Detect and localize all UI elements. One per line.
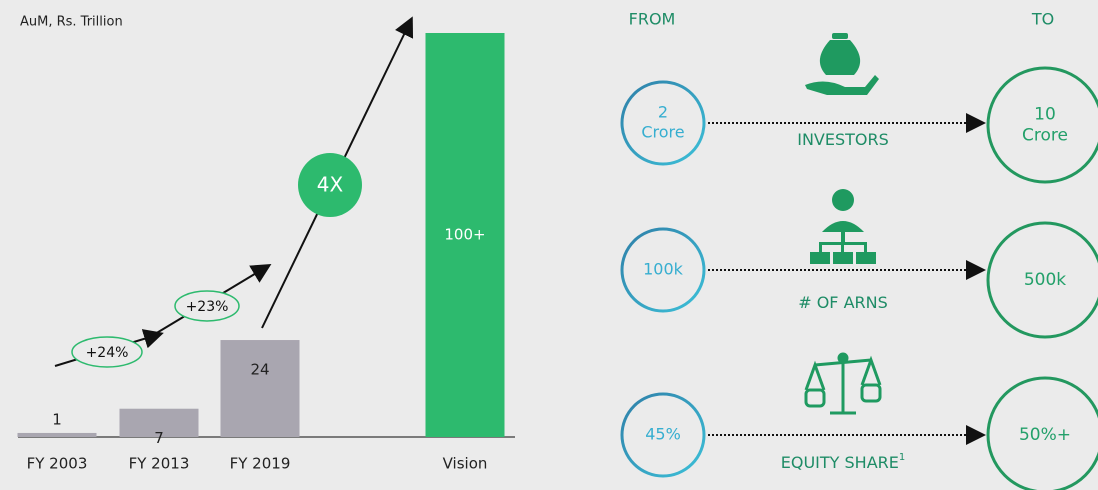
superscript: 1: [899, 452, 905, 463]
annotation: +24%: [86, 345, 129, 361]
label-text: EQUITY SHARE: [781, 453, 899, 472]
icon-money: [805, 33, 879, 95]
to-value: 500k: [1024, 270, 1066, 290]
growth-badge: [298, 153, 362, 217]
axis-label: AuM, Rs. Trillion: [20, 15, 123, 30]
label-text: # OF ARNS: [798, 293, 888, 312]
annotation: +23%: [186, 299, 229, 315]
bar: [425, 33, 505, 437]
to-circle: [986, 376, 1098, 490]
value-label: 100+: [444, 226, 485, 244]
row-label: INVESTORS: [797, 130, 889, 149]
from-circle: [620, 80, 706, 166]
row-label: # OF ARNS: [798, 293, 888, 312]
icon-scale: [804, 352, 882, 415]
from-circle: [620, 227, 706, 313]
from-value: 2: [658, 103, 668, 122]
value-label: 1: [52, 410, 62, 428]
to-circle: [986, 66, 1098, 184]
bar: [119, 408, 199, 437]
value-label: 24: [250, 361, 269, 379]
x-tick-label: FY 2019: [230, 455, 291, 473]
icon-people: [810, 189, 876, 264]
bar: [17, 432, 97, 437]
row-label: EQUITY SHARE1: [781, 452, 906, 472]
header: FROM: [629, 10, 676, 29]
growth-badge: [71, 336, 143, 368]
to-value: Crore: [1022, 126, 1068, 146]
label-text: INVESTORS: [797, 130, 889, 149]
header: TO: [1031, 10, 1054, 29]
growth-badge: [174, 290, 240, 322]
x-tick-label: Vision: [443, 455, 488, 473]
to-value: 50%+: [1019, 425, 1071, 445]
x-tick-label: FY 2013: [129, 455, 190, 473]
from-value: Crore: [641, 123, 684, 142]
from-value: 100k: [643, 260, 684, 279]
from-value: 45%: [645, 425, 681, 444]
to-circle: [986, 221, 1098, 339]
from-circle: [620, 392, 706, 478]
x-tick-label: FY 2003: [27, 455, 88, 473]
to-value: 10: [1034, 105, 1056, 125]
bar: [220, 340, 300, 437]
annotation: 4X: [317, 173, 344, 197]
value-label: 7: [154, 429, 164, 447]
